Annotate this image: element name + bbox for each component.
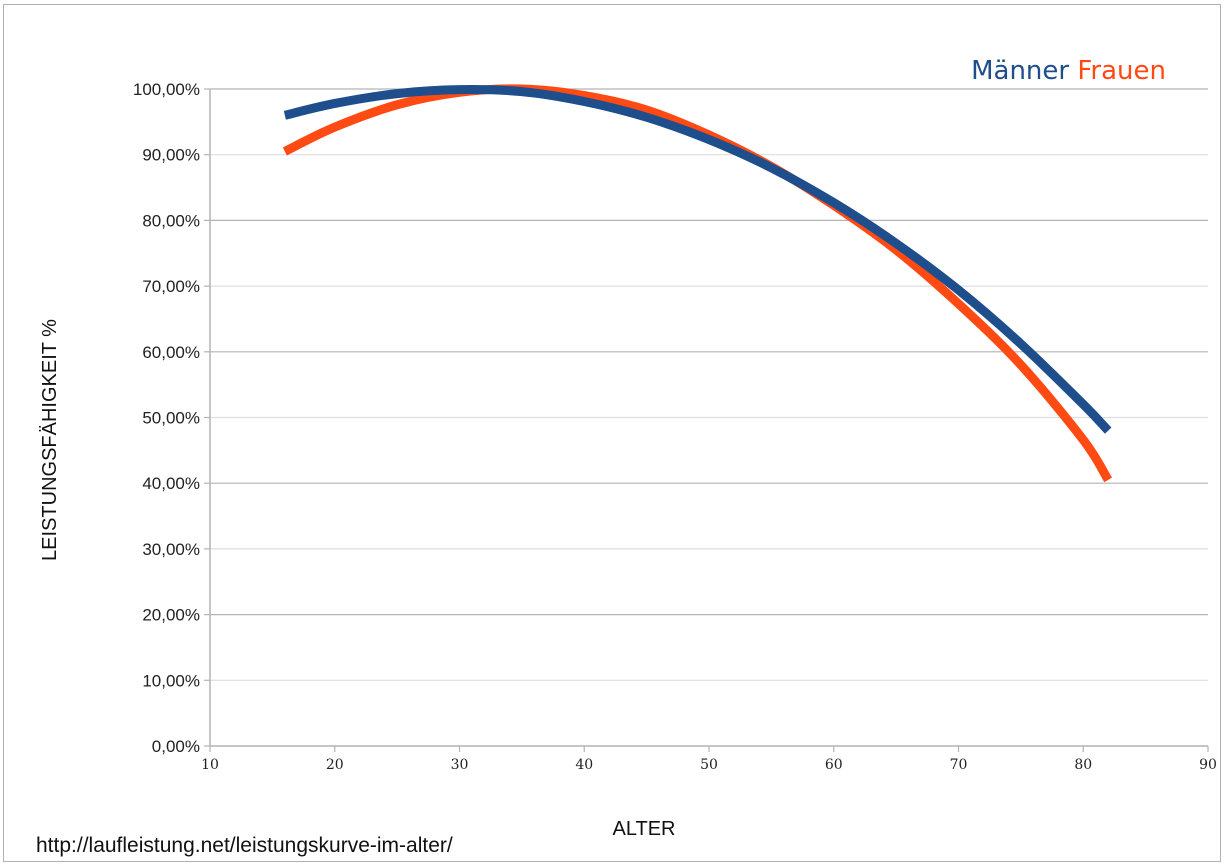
x-axis-ticks: 10 20 30 40 50 60 70 80 90 xyxy=(201,746,1217,773)
y-tick-label: 90,00% xyxy=(142,146,200,165)
x-tick-label: 80 xyxy=(1074,757,1092,773)
chart-frame xyxy=(3,4,1221,862)
legend: Männer Frauen xyxy=(971,56,1166,86)
legend-item-frauen: Frauen xyxy=(1077,56,1166,86)
series-line-frauen xyxy=(282,84,1113,483)
y-tick-label: 100,00% xyxy=(133,80,200,99)
y-tick-label: 60,00% xyxy=(142,343,200,362)
y-tick-label: 80,00% xyxy=(142,211,200,230)
x-tick-label: 20 xyxy=(326,757,344,773)
x-tick-label: 10 xyxy=(201,757,219,773)
y-tick-label: 30,00% xyxy=(142,540,200,559)
y-tick-label: 10,00% xyxy=(142,671,200,690)
y-axis-ticks: 0,00% 10,00% 20,00% 30,00% 40,00% 50,00% 60,00… xyxy=(133,80,210,756)
x-tick-label: 60 xyxy=(825,757,843,773)
x-tick-label: 70 xyxy=(950,757,968,773)
source-url: http://laufleistung.net/leistungskurve-i… xyxy=(36,834,453,857)
y-axis-label: LEISTUNGSFÄHIGKEIT % xyxy=(39,319,61,561)
x-tick-label: 50 xyxy=(700,757,718,773)
x-tick-label: 40 xyxy=(575,757,593,773)
grid-lines xyxy=(210,88,1208,681)
x-tick-label: 30 xyxy=(451,757,469,773)
series-line-manner xyxy=(283,85,1112,434)
series-lines xyxy=(282,84,1113,483)
y-tick-label: 70,00% xyxy=(142,277,200,296)
y-tick-label: 20,00% xyxy=(142,606,200,625)
x-tick-label: 90 xyxy=(1199,757,1217,773)
y-tick-label: 50,00% xyxy=(142,409,200,428)
x-axis-label: ALTER xyxy=(613,818,676,840)
legend-item-manner: Männer xyxy=(971,56,1069,86)
y-tick-label: 0,00% xyxy=(152,737,200,756)
y-tick-label: 40,00% xyxy=(142,474,200,493)
